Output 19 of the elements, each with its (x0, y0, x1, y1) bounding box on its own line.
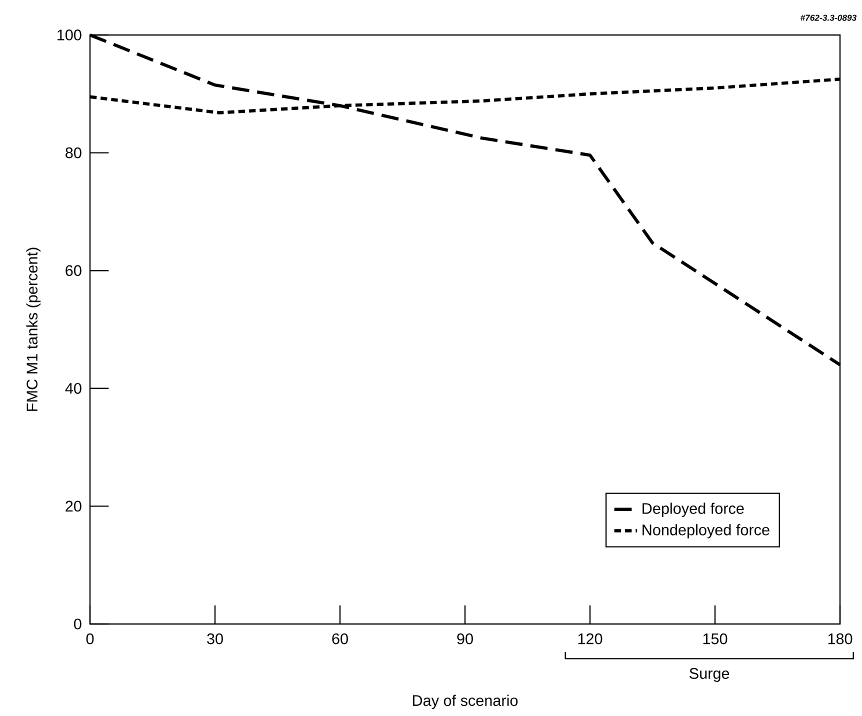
x-axis-title: Day of scenario (412, 694, 518, 710)
text: #762-3.3-0893 (800, 14, 857, 21)
y-tick-label: 20 (66, 500, 82, 512)
x-tick-label: 150 (703, 633, 728, 644)
x-tick-label: 90 (457, 633, 473, 644)
legend-label: Deployed force (642, 502, 744, 517)
x-tick-label: 0 (86, 633, 94, 644)
y-tick-label: 80 (66, 147, 82, 158)
x-tick-label: 180 (828, 633, 852, 644)
y-axis-title: FMC M1 tanks (percent) (26, 248, 41, 411)
text: Surge (690, 668, 730, 682)
y-tick-label: 40 (65, 382, 82, 394)
x-tick-label: 60 (332, 633, 348, 644)
x-tick-label: 120 (578, 633, 602, 644)
y-tick-label: 60 (66, 265, 82, 276)
y-tick-label: 100 (58, 30, 82, 40)
x-tick-label: 30 (207, 633, 223, 644)
legend-label: Nondeployed force (642, 524, 770, 538)
y-tick-label: 0 (74, 618, 82, 630)
